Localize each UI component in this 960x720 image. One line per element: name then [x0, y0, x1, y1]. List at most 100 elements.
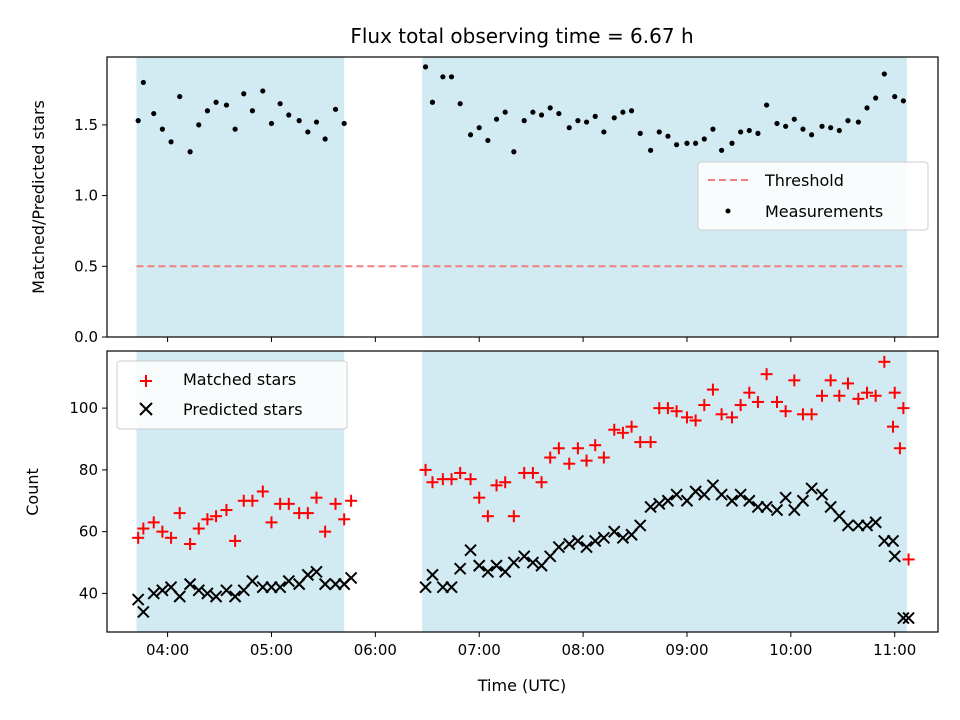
matched-stars-point: [563, 457, 576, 470]
predicted-stars-point: [653, 497, 666, 511]
matched-stars-point: [824, 374, 837, 387]
predicted-stars-point: [869, 516, 882, 529]
measurements-point: [547, 105, 553, 111]
x-tick-label: 10:00: [769, 641, 812, 659]
matched-stars-point: [535, 476, 548, 489]
matched-stars-point: [445, 473, 458, 486]
predicted-stars-point: [580, 540, 593, 554]
measurements-point: [783, 123, 789, 129]
measurements-point: [422, 64, 429, 70]
matched-stars-point: [571, 442, 584, 455]
matched-stars-point: [490, 479, 503, 492]
predicted-stars-point: [815, 488, 829, 501]
measurements-point: [313, 119, 320, 125]
bottom-legend-box: [116, 360, 348, 430]
predicted-stars-point: [220, 584, 233, 597]
predicted-stars-point: [805, 482, 818, 495]
predicted-stars-point: [760, 500, 773, 514]
predicted-stars-point: [147, 587, 160, 600]
predicted-stars-point: [137, 605, 150, 619]
measurements-point: [196, 122, 202, 128]
top-y-axis-label: Matched/Predicted stars: [29, 100, 48, 294]
measurements-point: [611, 115, 617, 121]
top-y-tick-label: 1.5: [74, 116, 98, 134]
matched-stars-point: [902, 553, 915, 566]
predicted-stars-point: [725, 494, 739, 507]
matched-stars-point: [625, 420, 638, 433]
matched-stars-point: [310, 491, 323, 504]
measurements-point: [845, 118, 851, 124]
predicted-stars-point: [888, 550, 901, 563]
x-tick-label: 07:00: [458, 641, 501, 659]
matched-stars-point: [580, 454, 593, 467]
matched-stars-point: [464, 473, 477, 486]
matched-stars-point: [481, 510, 494, 523]
measurements-point: [809, 132, 815, 138]
matched-stars-point: [805, 408, 818, 421]
measurements-point: [755, 130, 761, 136]
measurements-point: [855, 119, 861, 125]
top-y-tick-label: 0.5: [74, 257, 98, 275]
matched-stars-point: [544, 451, 557, 464]
measurements-point: [718, 147, 725, 153]
measurements-point: [800, 126, 806, 132]
matched-stars-point: [499, 476, 512, 489]
matched-stars-point: [210, 510, 223, 523]
measurements-point: [268, 120, 275, 127]
legend-matched-swatch: [140, 375, 152, 387]
predicted-stars-point: [453, 562, 467, 575]
measurements-point: [204, 108, 211, 114]
measurements-point: [873, 95, 879, 101]
matched-stars-point: [715, 408, 728, 421]
x-tick-label: 09:00: [665, 641, 708, 659]
matched-stars-point: [644, 436, 657, 449]
measurements-point: [819, 123, 825, 129]
matched-stars-point: [893, 442, 906, 455]
x-tick-label: 05:00: [250, 641, 293, 659]
bottom-panel-frame: [106, 350, 939, 633]
chart-title: Flux total observing time = 6.67 h: [350, 24, 693, 48]
top-y-tick-label: 0.0: [74, 328, 98, 346]
legend-matched-label: Matched stars: [183, 370, 296, 389]
predicted-stars-point: [183, 577, 197, 591]
measurements-point: [836, 127, 842, 134]
measurements-point: [864, 105, 870, 111]
measurements-point: [746, 127, 752, 134]
measurements-point: [892, 93, 898, 100]
predicted-stars-point: [518, 550, 531, 563]
matched-stars-point: [184, 537, 197, 550]
matched-stars-point: [886, 420, 899, 433]
measurements-point: [241, 91, 247, 97]
matched-stars-point: [526, 466, 539, 479]
predicted-stars-point: [282, 574, 295, 588]
measurements-point: [729, 140, 735, 146]
legend-predicted-label: Predicted stars: [183, 400, 303, 419]
predicted-stars-point: [616, 531, 630, 545]
predicted-stars-point: [734, 488, 747, 501]
measurements-point: [341, 120, 347, 127]
predicted-stars-point: [689, 485, 702, 498]
measurements-point: [637, 130, 643, 136]
bot-y-tick-label: 40: [79, 584, 98, 602]
measurements-point: [530, 109, 536, 115]
bot-y-tick-label: 60: [79, 523, 98, 541]
bottom-y-axis-label: Count: [23, 468, 42, 516]
measurements-point: [710, 126, 716, 132]
matched-stars-point: [329, 497, 342, 510]
measurements-point: [881, 71, 887, 77]
matched-stars-point: [869, 389, 882, 402]
measurements-point: [673, 142, 680, 148]
measurements-point: [583, 119, 590, 125]
legend-threshold-label: Threshold: [764, 171, 844, 190]
bottom-legend: Matched stars Predicted stars: [116, 360, 348, 430]
x-tick-label: 11:00: [873, 641, 916, 659]
measurements-point: [232, 126, 238, 132]
matched-stars-point: [201, 513, 214, 526]
predicted-stars-point: [481, 565, 495, 578]
predicted-stars-point: [902, 611, 915, 625]
matched-stars-point: [419, 463, 432, 476]
predicted-stars-point: [571, 534, 585, 548]
predicted-stars-point: [563, 537, 576, 551]
predicted-stars-point: [597, 531, 611, 545]
